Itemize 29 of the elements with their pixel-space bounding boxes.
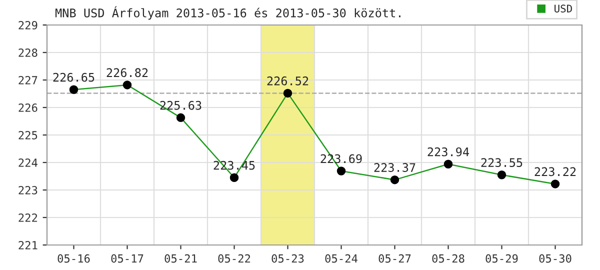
x-tick-label: 05-28 (432, 254, 464, 263)
x-tick-label: 05-17 (111, 254, 144, 263)
x-tick-label: 05-23 (272, 254, 304, 263)
y-tick-label: 222 (18, 214, 38, 222)
y-tick-label: 227 (18, 76, 38, 84)
y-tick-label: 226 (18, 104, 38, 112)
y-tick-label: 225 (18, 131, 38, 140)
x-tick-label: 05-30 (539, 254, 572, 263)
chart-title: MNB USD Árfolyam 2013-05-16 és 2013-05-30 között. (55, 6, 400, 20)
x-tick-label: 05-16 (58, 254, 90, 263)
data-label: 226.52 (267, 76, 308, 86)
x-tick-label: 05-22 (218, 254, 250, 263)
y-tick-label: 229 (18, 21, 38, 30)
x-tick-label: 05-27 (378, 254, 411, 263)
legend-label: USD (554, 4, 572, 13)
data-label: 225.63 (160, 100, 202, 110)
data-label: 223.55 (481, 158, 522, 168)
x-tick-label: 05-24 (325, 254, 358, 263)
y-tick-label: 228 (18, 48, 38, 57)
y-tick-label: 224 (18, 158, 38, 167)
data-label: 223.37 (374, 163, 416, 172)
data-label: 223.94 (428, 147, 470, 156)
data-label: 226.65 (53, 72, 94, 82)
x-tick-label: 05-21 (164, 254, 197, 263)
data-label: 223.22 (534, 167, 576, 176)
y-tick-label: 223 (18, 186, 38, 194)
x-tick-label: 05-29 (486, 254, 518, 263)
data-label: 226.82 (106, 68, 148, 78)
y-tick-label: 221 (18, 241, 38, 250)
